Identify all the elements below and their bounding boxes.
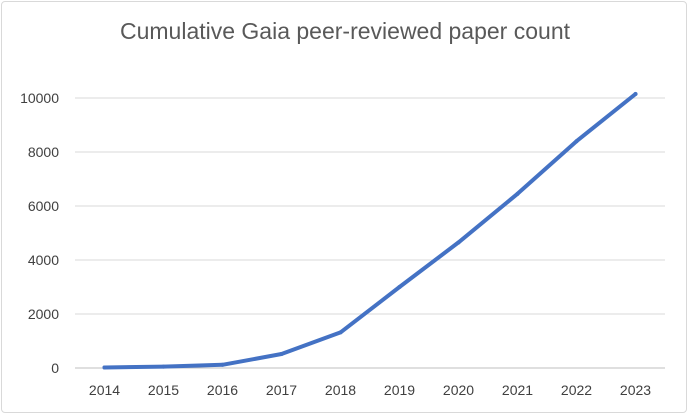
x-tick-label: 2015 — [148, 382, 179, 398]
y-tick-label: 4000 — [28, 252, 59, 268]
y-tick-label: 2000 — [28, 306, 59, 322]
y-tick-label: 6000 — [28, 198, 59, 214]
data-point-2017 — [279, 351, 284, 356]
x-tick-label: 2019 — [384, 382, 415, 398]
data-point-2014 — [102, 365, 107, 370]
data-point-2022 — [574, 139, 579, 144]
chart-title: Cumulative Gaia peer-reviewed paper coun… — [119, 18, 571, 44]
x-tick-label: 2018 — [325, 382, 356, 398]
x-tick-label: 2022 — [561, 382, 592, 398]
x-tick-label: 2014 — [89, 382, 120, 398]
x-tick-label: 2017 — [266, 382, 297, 398]
x-axis-tick-labels: 2014 2015 2016 2017 2018 2019 2020 2021 2022 2023 — [89, 382, 651, 398]
x-tick-label: 2021 — [502, 382, 533, 398]
x-tick-label: 2020 — [443, 382, 474, 398]
x-tick-label: 2023 — [620, 382, 651, 398]
series-line — [102, 92, 638, 370]
gridlines — [75, 97, 665, 369]
data-point-2018 — [338, 330, 343, 335]
data-point-2015 — [161, 364, 166, 369]
y-tick-label: 8000 — [28, 144, 59, 160]
y-tick-label: 10000 — [20, 90, 59, 106]
data-point-2021 — [515, 191, 520, 196]
series-layer — [102, 91, 638, 370]
data-point-2019 — [397, 285, 402, 289]
y-axis-tick-labels: 0 2000 4000 6000 8000 10000 — [20, 90, 59, 376]
data-point-2020 — [456, 240, 461, 245]
data-point-2016 — [220, 362, 225, 367]
data-point-2023 — [633, 91, 638, 96]
y-tick-label: 0 — [51, 360, 59, 376]
x-tick-label: 2016 — [207, 382, 238, 398]
